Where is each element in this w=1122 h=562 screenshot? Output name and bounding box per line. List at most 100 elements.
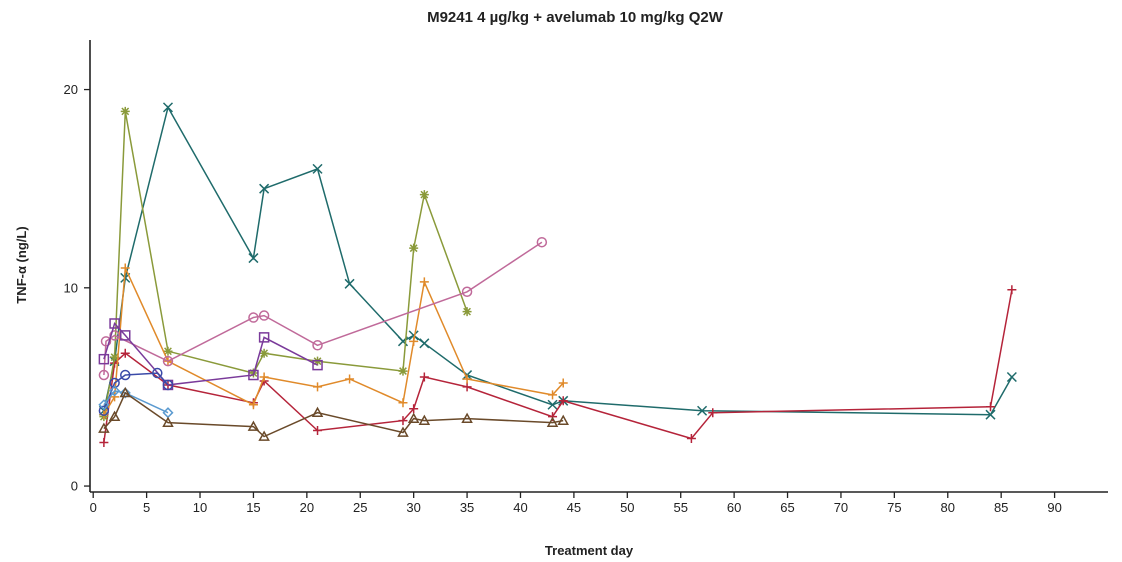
y-axis-label: TNF-α (ng/L)	[14, 226, 29, 303]
x-tick-label: 80	[941, 500, 955, 515]
x-tick-label: 30	[406, 500, 420, 515]
data-point-plus	[409, 404, 419, 414]
x-tick-label: 15	[246, 500, 260, 515]
x-tick-label: 50	[620, 500, 634, 515]
data-point-asterisk	[419, 190, 429, 200]
series-line	[103, 390, 169, 414]
data-point-x	[248, 253, 259, 264]
data-point-asterisk	[120, 106, 130, 116]
data-point-plus	[345, 374, 355, 384]
data-point-x	[312, 163, 323, 174]
series-3	[99, 106, 472, 422]
series-line	[103, 241, 543, 376]
data-point-asterisk	[110, 352, 120, 362]
data-point-plus	[120, 263, 130, 273]
data-point-plus	[686, 433, 696, 443]
x-tick-label: 20	[300, 500, 314, 515]
data-point-plus	[419, 372, 429, 382]
data-point-circle	[162, 379, 174, 391]
series-2	[99, 285, 1017, 447]
x-tick-label: 75	[887, 500, 901, 515]
x-tick-label: 0	[90, 500, 97, 515]
data-point-square	[258, 332, 270, 343]
axes	[89, 40, 1108, 493]
data-point-asterisk	[259, 348, 269, 358]
x-tick-label: 10	[193, 500, 207, 515]
chart-title: M9241 4 µg/kg + avelumab 10 mg/kg Q2W	[427, 9, 724, 26]
data-point-circle	[120, 369, 131, 381]
data-point-x	[1006, 371, 1017, 383]
x-tick-label: 90	[1047, 500, 1061, 515]
data-point-x	[162, 102, 174, 113]
data-point-diamond	[119, 387, 131, 399]
data-point-triangle	[247, 420, 260, 431]
x-ticks: 0 5 10 15 20 25 30 35 40 45 50 55 60 65 70 75 80 85 90	[90, 492, 1062, 515]
x-tick-label: 25	[353, 500, 367, 515]
y-ticks: 0 10 20	[64, 82, 90, 494]
data-point-triangle	[108, 410, 121, 422]
series-line	[103, 111, 468, 417]
series-5	[98, 236, 548, 381]
data-point-plus	[985, 402, 995, 412]
series-line	[103, 289, 1013, 443]
data-point-asterisk	[409, 243, 419, 253]
x-tick-label: 55	[673, 500, 687, 515]
data-point-plus	[99, 437, 109, 447]
data-point-circle	[536, 236, 548, 248]
data-point-circle	[98, 405, 110, 416]
series-line	[103, 322, 318, 386]
data-point-triangle	[98, 422, 110, 433]
data-point-plus	[313, 426, 323, 436]
data-point-plus	[1007, 285, 1017, 295]
data-point-plus	[558, 378, 568, 388]
data-point-square	[120, 330, 131, 341]
data-point-triangle	[418, 414, 431, 425]
data-point-circle	[109, 330, 120, 341]
data-point-plus	[398, 398, 408, 408]
data-point-plus	[313, 382, 323, 392]
data-point-x	[547, 399, 558, 410]
data-point-asterisk	[398, 366, 408, 376]
x-tick-label: 65	[780, 500, 794, 515]
series-1	[98, 102, 1017, 420]
data-point-circle	[98, 369, 110, 381]
data-point-diamond	[98, 399, 110, 411]
data-point-triangle	[407, 412, 420, 423]
data-point-circle	[461, 286, 473, 298]
data-point-plus	[419, 277, 429, 287]
data-point-triangle	[258, 430, 270, 441]
data-point-plus	[462, 382, 472, 392]
series-4	[99, 263, 568, 420]
series-line	[103, 391, 564, 438]
data-point-plus	[248, 400, 258, 410]
data-point-square	[109, 318, 120, 329]
y-tick-label: 20	[64, 82, 78, 97]
data-point-plus	[110, 392, 120, 402]
data-point-plus	[462, 374, 472, 384]
data-point-plus	[708, 408, 718, 418]
data-point-diamond	[109, 385, 121, 397]
data-point-circle	[100, 336, 112, 347]
series-layer	[98, 102, 1017, 447]
data-point-square	[98, 353, 110, 365]
data-point-circle	[258, 310, 270, 321]
data-point-triangle	[119, 386, 132, 398]
data-point-circle	[162, 355, 174, 367]
data-point-plus	[398, 416, 408, 426]
data-point-triangle	[162, 416, 174, 427]
data-point-circle	[312, 340, 323, 351]
data-point-circle	[109, 377, 120, 389]
data-point-plus	[548, 390, 558, 400]
data-point-circle	[152, 367, 163, 379]
data-point-x	[259, 183, 270, 194]
data-point-plus	[558, 396, 568, 406]
x-tick-label: 45	[567, 500, 581, 515]
y-tick-label: 0	[71, 479, 78, 494]
data-point-x	[985, 409, 996, 420]
data-point-square	[248, 369, 259, 381]
data-point-plus	[409, 336, 419, 346]
series-line	[103, 105, 1013, 416]
series-9	[98, 386, 569, 441]
data-point-x	[344, 278, 355, 289]
